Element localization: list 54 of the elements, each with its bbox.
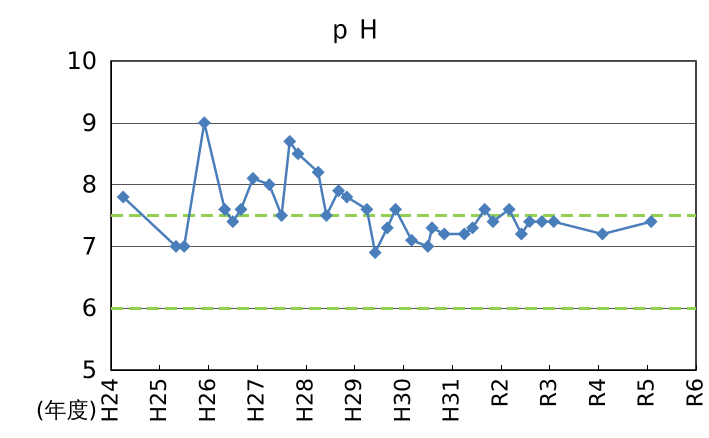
x-tick-label: H30 [390,378,416,423]
point [405,234,418,247]
x-tick-label: R4 [586,378,611,408]
x-tick-label: R5 [634,378,660,408]
y-tick-label: 10 [66,47,97,75]
point [340,190,354,204]
point [332,184,346,198]
point [514,228,528,241]
point [312,166,325,179]
point [226,215,240,228]
x-tick-label: H26 [196,378,221,423]
point [502,202,516,216]
x-axis-title: (年度) [36,398,98,424]
point [116,190,130,204]
point [523,215,536,228]
x-tick-label: H27 [244,378,270,423]
point [438,228,451,241]
y-tick-label: 6 [82,294,97,322]
x-tick-label: H28 [294,378,318,423]
point [283,134,296,148]
x-tick-label: R2 [488,378,514,408]
point [380,221,394,234]
x-tick-label: H29 [342,378,368,423]
x-tick-label: H31 [440,378,465,423]
point [275,209,288,222]
chart-title: ｐＨ [326,12,382,46]
point [644,215,658,228]
point [421,240,434,253]
y-tick-label: 5 [82,356,97,384]
point [458,228,471,241]
point [360,202,374,216]
point [291,147,304,160]
y-tick-label: 8 [82,170,97,199]
point [535,215,548,228]
point [234,202,248,216]
x-tick-label: R3 [537,378,562,408]
point [198,116,211,130]
point [486,215,500,228]
point [425,221,438,234]
point [262,178,276,192]
point [596,228,609,241]
point [368,246,382,260]
y-tick-label: 9 [82,108,97,137]
x-tick-label: R6 [684,378,708,408]
point [478,202,492,216]
point [389,202,402,216]
x-tick-label: H24 [98,378,124,423]
y-tick-label: 7 [82,232,97,260]
point [466,221,480,234]
point [246,172,260,185]
point [547,215,560,228]
point [320,209,333,222]
point [218,202,232,216]
x-tick-label: H25 [147,378,172,423]
